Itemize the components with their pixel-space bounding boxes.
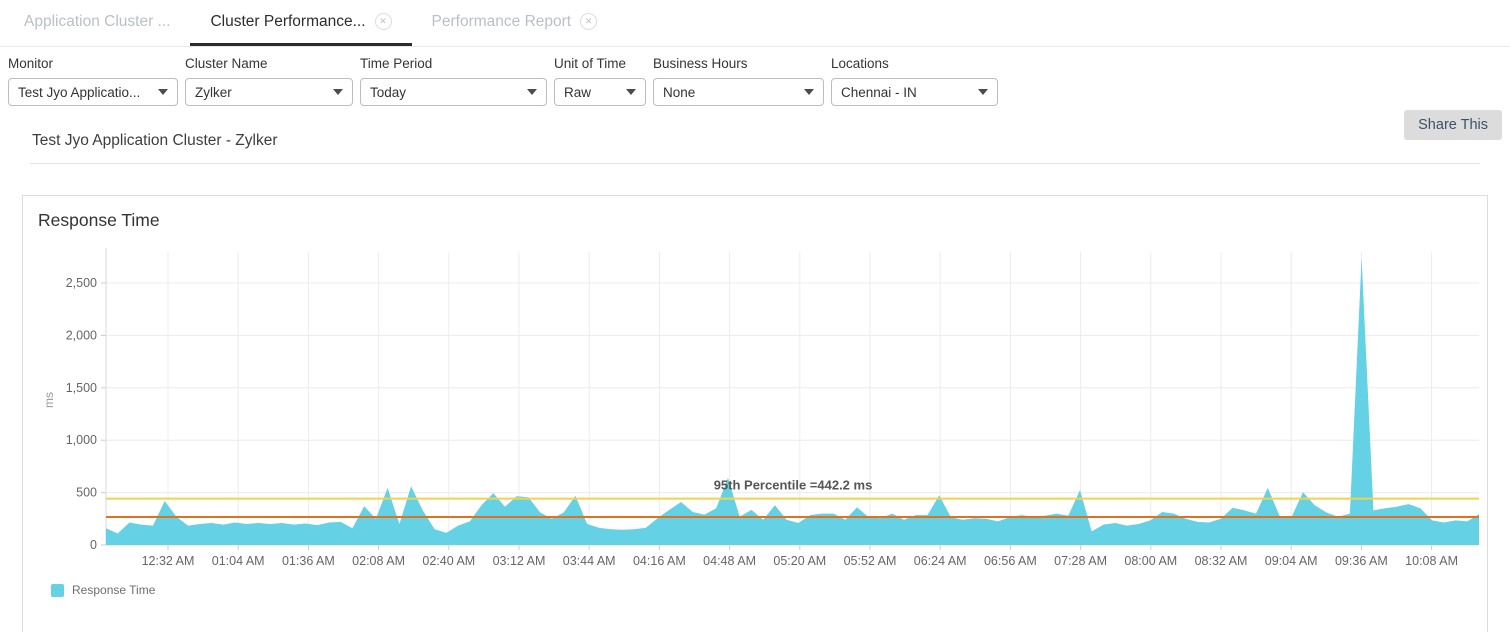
y-tick-label: 2,500 (66, 276, 97, 290)
x-tick-label: 04:48 AM (703, 554, 756, 568)
y-tick-label: 1,000 (66, 433, 97, 447)
time-period-dropdown[interactable]: Today (360, 78, 547, 106)
x-tick-label: 03:12 AM (493, 554, 546, 568)
y-axis-unit-label: ms (42, 392, 56, 408)
y-tick-label: 1,500 (66, 381, 97, 395)
chevron-down-icon (527, 89, 537, 95)
title-divider (30, 163, 1480, 164)
chevron-down-icon (626, 89, 636, 95)
x-tick-label: 05:20 AM (773, 554, 826, 568)
chevron-down-icon (158, 89, 168, 95)
filter-label: Monitor (8, 56, 54, 71)
x-tick-label: 02:08 AM (352, 554, 405, 568)
x-tick-label: 07:28 AM (1054, 554, 1107, 568)
tab-application-cluster[interactable]: Application Cluster ... (4, 0, 190, 46)
dropdown-value: Chennai - IN (841, 84, 917, 100)
percentile-annotation: 95th Percentile =442.2 ms (714, 478, 873, 493)
share-this-button[interactable]: Share This (1404, 110, 1502, 140)
x-tick-label: 04:16 AM (633, 554, 686, 568)
chart-area: 12:32 AM 01:04 AM 01:36 AM 02:08 AM 02:40 AM… (23, 240, 1487, 577)
x-tick-label: 01:04 AM (212, 554, 265, 568)
legend-label: Response Time (72, 583, 156, 597)
business-hours-dropdown[interactable]: None (653, 78, 824, 106)
chevron-down-icon (978, 89, 988, 95)
unit-of-time-dropdown[interactable]: Raw (554, 78, 646, 106)
x-tick-label: 02:40 AM (422, 554, 475, 568)
x-tick-label: 08:00 AM (1124, 554, 1177, 568)
monitor-dropdown[interactable]: Test Jyo Applicatio... (8, 78, 178, 106)
tab-cluster-performance[interactable]: Cluster Performance... ✕ (190, 0, 412, 46)
dropdown-value: Zylker (195, 84, 232, 100)
tab-close-icon[interactable]: ✕ (580, 13, 598, 30)
x-tick-label: 12:32 AM (142, 554, 195, 568)
response-time-panel: Response Time 12:32 AM 01:04 AM 01:36 AM 02… (22, 195, 1488, 632)
tab-close-icon[interactable]: ✕ (374, 13, 392, 30)
filter-group-cluster-name: Cluster Name Zylker (185, 56, 353, 106)
tab-performance-report[interactable]: Performance Report ✕ (412, 0, 618, 46)
x-tick-label: 09:36 AM (1335, 554, 1388, 568)
x-tick-label: 05:52 AM (844, 554, 897, 568)
x-tick-label: 06:24 AM (914, 554, 967, 568)
response-time-chart: 12:32 AM 01:04 AM 01:36 AM 02:08 AM 02:40 AM… (42, 248, 1479, 568)
tab-label: Application Cluster ... (24, 12, 171, 30)
x-tick-label: 09:04 AM (1265, 554, 1318, 568)
dropdown-value: Raw (564, 84, 592, 100)
chevron-down-icon (333, 89, 343, 95)
x-tick-label: 06:56 AM (984, 554, 1037, 568)
filter-group-unit-of-time: Unit of Time Raw (554, 56, 646, 106)
tab-bar: Application Cluster ... Cluster Performan… (0, 0, 1510, 47)
filter-label: Cluster Name (185, 56, 268, 71)
dropdown-value: Today (370, 84, 407, 100)
legend-item-response-time[interactable]: Response Time (51, 583, 1487, 597)
filter-group-business-hours: Business Hours None (653, 56, 824, 106)
page-title: Test Jyo Application Cluster - Zylker (0, 118, 1510, 150)
filter-label: Business Hours (653, 56, 748, 71)
dropdown-value: None (663, 84, 696, 100)
x-tick-label: 03:44 AM (563, 554, 616, 568)
cluster-name-dropdown[interactable]: Zylker (185, 78, 353, 106)
x-tick-label: 08:32 AM (1195, 554, 1248, 568)
chart-title: Response Time (38, 210, 160, 230)
x-tick-label: 10:08 AM (1405, 554, 1458, 568)
filter-label: Unit of Time (554, 56, 627, 71)
y-tick-label: 2,000 (66, 328, 97, 342)
filter-group-monitor: Monitor Test Jyo Applicatio... (8, 56, 178, 106)
filter-label: Locations (831, 56, 889, 71)
filter-group-locations: Locations Chennai - IN (831, 56, 998, 106)
tab-label: Performance Report (431, 12, 572, 30)
y-tick-label: 500 (76, 486, 97, 500)
dropdown-value: Test Jyo Applicatio... (18, 84, 141, 100)
chevron-down-icon (804, 89, 814, 95)
locations-dropdown[interactable]: Chennai - IN (831, 78, 998, 106)
filter-label: Time Period (360, 56, 433, 71)
tab-label: Cluster Performance... (210, 12, 366, 30)
x-tick-label: 01:36 AM (282, 554, 335, 568)
filter-group-time-period: Time Period Today (360, 56, 547, 106)
filter-bar: Monitor Test Jyo Applicatio... Cluster Nam… (0, 47, 1510, 140)
y-tick-label: 0 (90, 538, 97, 552)
response-time-area-series (106, 257, 1479, 545)
legend-swatch (51, 583, 64, 597)
